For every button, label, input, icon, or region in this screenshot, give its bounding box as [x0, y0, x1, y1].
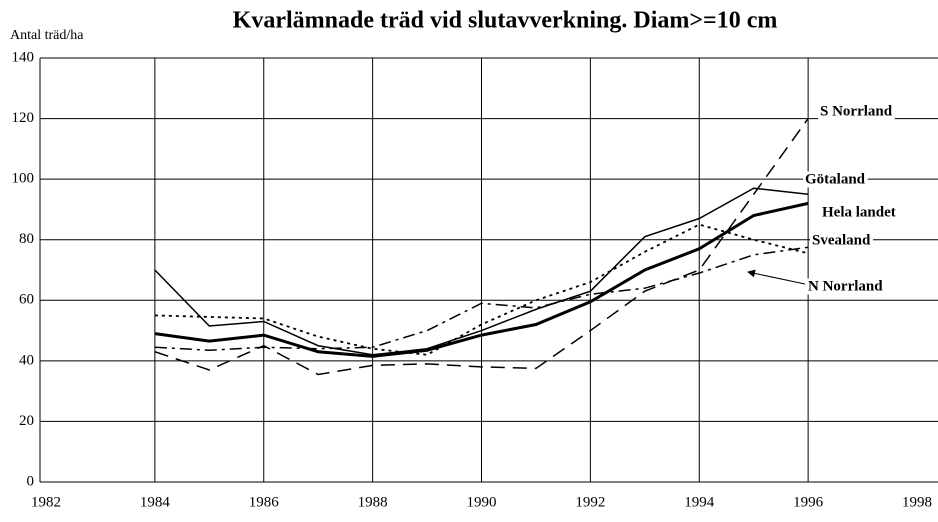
label-background	[820, 204, 898, 221]
annotation-arrow	[747, 269, 806, 285]
series-line	[154, 201, 809, 358]
x-tick-label: 1996	[793, 494, 824, 510]
x-tick-label: 1992	[575, 494, 605, 510]
series-line	[154, 118, 809, 376]
y-axis-label: Antal träd/ha	[10, 28, 84, 43]
y-tick-label: 40	[19, 352, 34, 368]
y-tick-label: 80	[19, 231, 34, 247]
x-tick-label: 1994	[684, 494, 715, 510]
series-line	[154, 246, 809, 352]
x-tick-label: 1998	[902, 494, 932, 510]
y-tick-label: 100	[12, 171, 35, 187]
label-background	[810, 232, 874, 249]
series-label: S Norrland	[820, 103, 893, 119]
label-background	[818, 103, 895, 120]
chart-title: Kvarlämnade träd vid slutavverkning. Dia…	[233, 8, 778, 34]
y-tick-label: 0	[27, 473, 35, 489]
x-tick-label: 1988	[358, 494, 388, 510]
x-tick-label: 1990	[467, 494, 497, 510]
series-label: Svealand	[812, 232, 871, 248]
label-background	[806, 278, 886, 295]
series-line	[154, 187, 809, 356]
y-tick-label: 120	[12, 110, 35, 126]
label-background	[803, 171, 868, 188]
x-tick-label: 1982	[31, 494, 61, 510]
y-tick-label: 60	[19, 292, 34, 308]
series-label: Hela landet	[822, 204, 896, 220]
y-tick-label: 20	[19, 413, 34, 429]
x-tick-label: 1984	[140, 494, 171, 510]
series-label: N Norrland	[808, 278, 883, 294]
x-tick-label: 1986	[249, 494, 280, 510]
series-label: Götaland	[805, 171, 866, 187]
y-tick-label: 140	[12, 49, 35, 65]
